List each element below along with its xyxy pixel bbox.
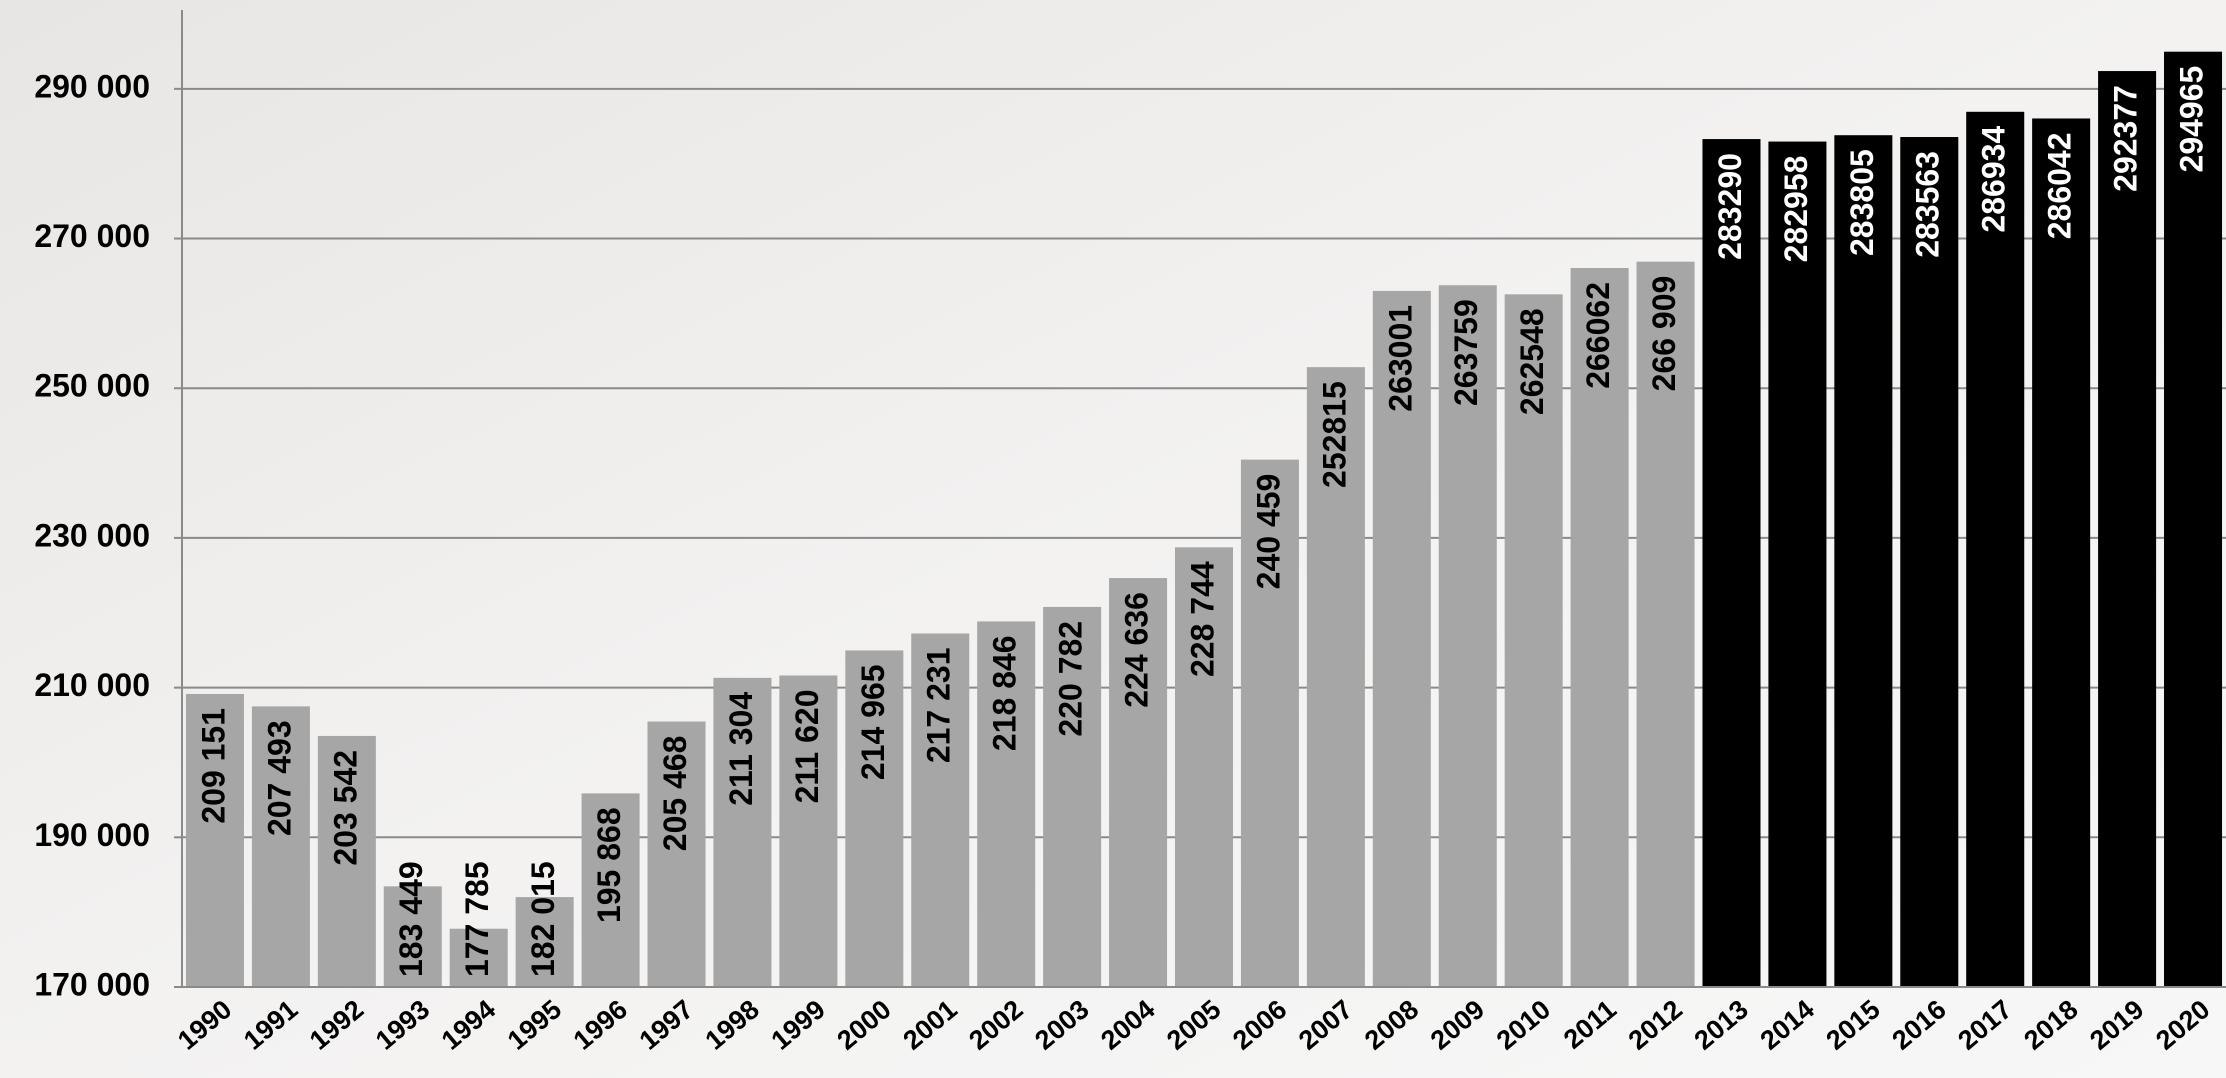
- value-label: 266 909: [1646, 276, 1682, 392]
- value-label: 203 542: [327, 750, 363, 866]
- y-tick-label: 250 000: [34, 368, 150, 404]
- value-label: 214 965: [855, 664, 891, 780]
- value-label: 209 151: [195, 708, 231, 824]
- value-label: 263001: [1382, 305, 1418, 412]
- chart: 170 000 190 000 210 000 230 000 250 000 270 0…: [0, 0, 2226, 1078]
- value-label: 211 620: [789, 689, 825, 803]
- bar: [1702, 139, 1760, 987]
- bar: [1966, 112, 2024, 987]
- bar: [1768, 142, 1826, 987]
- value-label: 263759: [1448, 299, 1484, 406]
- bar: [2164, 52, 2222, 987]
- value-label: 228 744: [1184, 561, 1220, 677]
- y-tick-label: 170 000: [34, 966, 150, 1002]
- value-label: 183 449: [393, 861, 429, 977]
- value-label: 286934: [1976, 126, 2012, 233]
- value-label: 266062: [1580, 282, 1616, 389]
- value-label: 207 493: [261, 720, 297, 836]
- y-tick-label: 290 000: [34, 68, 150, 104]
- value-label: 240 459: [1250, 474, 1286, 590]
- value-label: 182 015: [525, 861, 561, 977]
- value-label: 195 868: [591, 807, 627, 923]
- y-tick-label: 270 000: [34, 218, 150, 254]
- bar: [2098, 71, 2156, 987]
- y-tick-label: 190 000: [34, 817, 150, 853]
- value-label: 294965: [2173, 66, 2209, 173]
- value-label: 177 785: [459, 861, 495, 977]
- value-label: 283290: [1712, 153, 1748, 260]
- value-label: 292377: [2108, 85, 2144, 192]
- value-label: 282958: [1778, 156, 1814, 263]
- y-tick-label: 230 000: [34, 517, 150, 553]
- value-label: 211 304: [723, 692, 759, 806]
- value-label: 205 468: [657, 736, 693, 852]
- value-label: 217 231: [921, 647, 957, 763]
- value-label: 262548: [1514, 308, 1550, 415]
- value-label: 283805: [1844, 149, 1880, 256]
- y-tick-label: 210 000: [34, 667, 150, 703]
- value-label: 286042: [2042, 132, 2078, 239]
- value-label: 224 636: [1119, 592, 1155, 708]
- value-label: 283563: [1910, 151, 1946, 258]
- bar: [1834, 135, 1892, 987]
- value-label: 218 846: [987, 635, 1023, 751]
- value-label: 220 782: [1053, 621, 1089, 737]
- bar: [1900, 137, 1958, 987]
- value-label: 252815: [1316, 381, 1352, 488]
- bar: [2032, 118, 2090, 987]
